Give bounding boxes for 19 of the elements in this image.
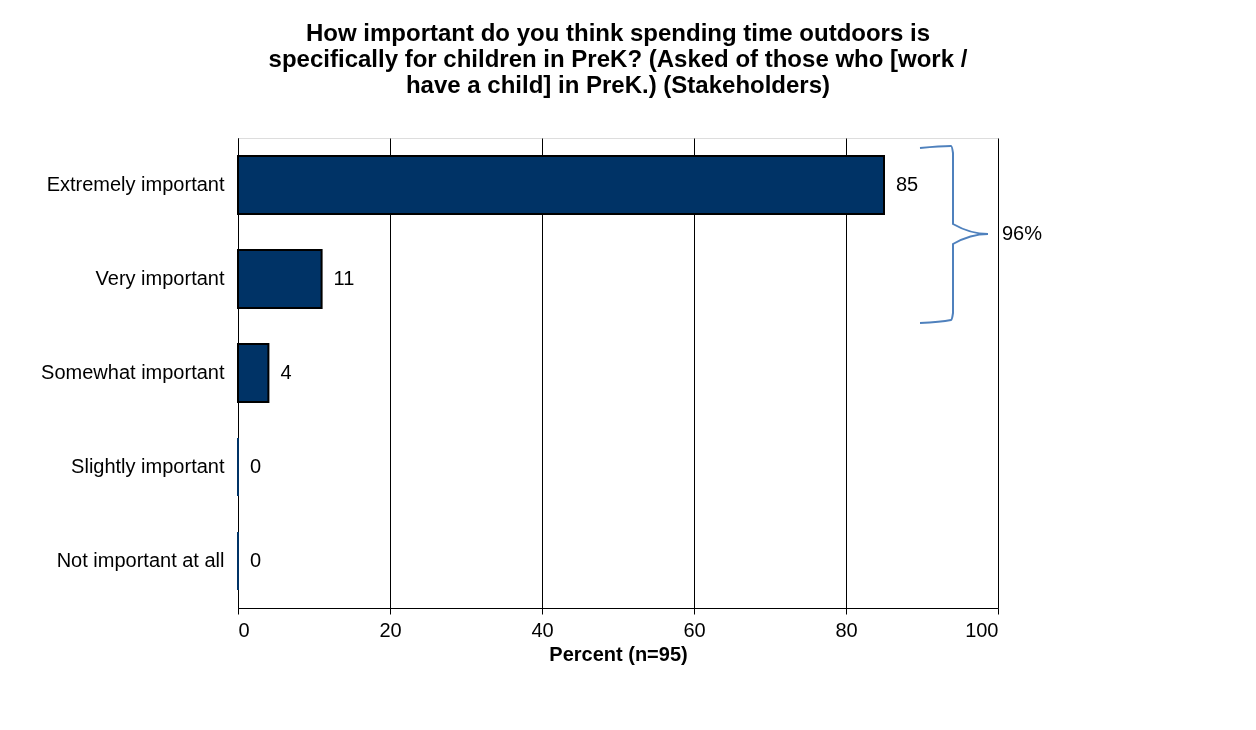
data-label: 11 — [333, 267, 355, 289]
x-tick-label: 20 — [379, 618, 402, 641]
y-tick-label: Somewhat important — [41, 361, 225, 383]
x-tick-label: 60 — [683, 618, 706, 641]
text: 96% — [1002, 222, 1043, 244]
y-tick-label: Extremely important — [46, 173, 225, 195]
x-tick-label: 80 — [835, 618, 858, 641]
y-tick-label: Not important at all — [56, 549, 225, 571]
data-label: 4 — [280, 361, 292, 383]
data-label: 0 — [250, 455, 262, 477]
x-tick-label: 40 — [531, 618, 554, 641]
y-tick-label: Slightly important — [71, 455, 225, 477]
x-axis-title: Percent (n=95) — [549, 642, 688, 665]
x-tick-label: 0 — [238, 618, 250, 641]
data-label: 85 — [896, 173, 919, 195]
x-tick-label: 100 — [965, 618, 999, 641]
y-tick-label: Very important — [95, 267, 225, 289]
data-label: 0 — [250, 549, 262, 571]
chart-title: How important do you think spending time outdoors is specifically for children in PreK? (Asked of those who [work / have a child] in PreK.) (Stakeholders) — [268, 19, 968, 98]
